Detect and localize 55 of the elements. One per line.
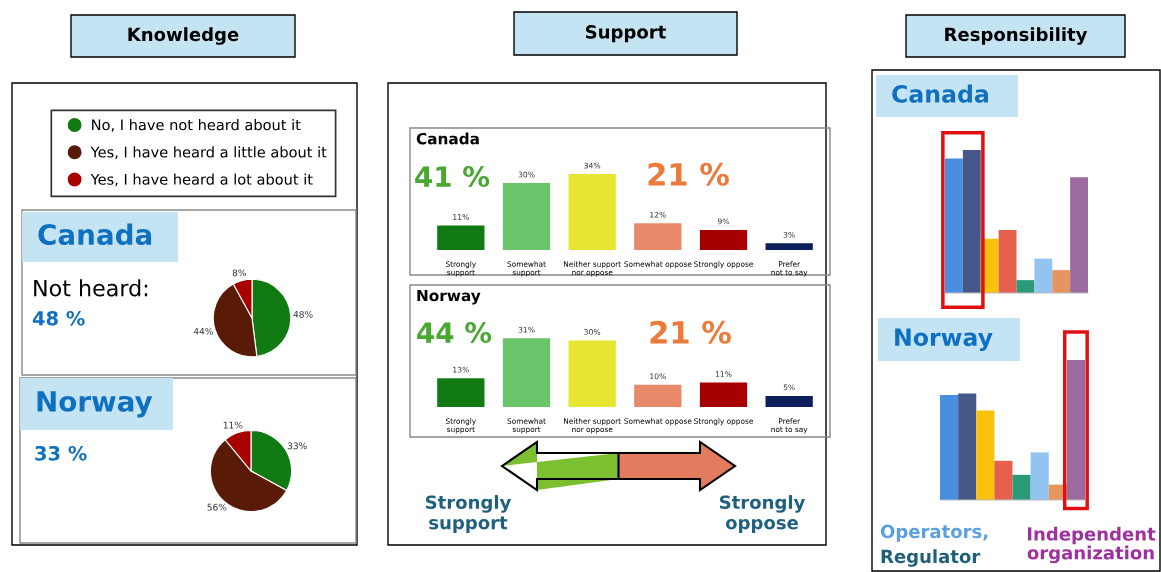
text: Not heard: (34, 279, 148, 297)
data-label: 11% (223, 421, 243, 429)
bar (699, 382, 748, 407)
chart-title: Canada (416, 132, 479, 145)
annotation: 21 % (650, 320, 731, 344)
chart-title: Canada (892, 84, 988, 103)
data-label: 44% (193, 327, 213, 335)
chart-title: Norway (37, 391, 153, 418)
bar (945, 158, 963, 293)
bar (765, 395, 813, 407)
bar (1070, 177, 1088, 293)
text: Strongly support (425, 495, 512, 533)
bar (437, 378, 485, 407)
legend-label: Yes, I have heard a lot about it (90, 173, 313, 187)
bar (1052, 270, 1071, 293)
annotation: 44 % (417, 322, 492, 344)
text: Regulator (881, 549, 981, 567)
bar (502, 338, 551, 407)
data-label: 8% (232, 269, 246, 277)
bar (994, 460, 1013, 500)
text: 48 % (32, 310, 85, 326)
bar (437, 225, 485, 250)
bar (634, 223, 682, 250)
bar (634, 384, 682, 407)
text: Knowledge (128, 27, 239, 45)
text: Strongly oppose (719, 495, 806, 533)
bar (765, 243, 813, 250)
bar (958, 393, 977, 500)
bar (962, 150, 981, 293)
chart-title: Norway (417, 289, 481, 305)
legend-label: Yes, I have heard a little about it (90, 146, 327, 160)
bar (699, 229, 748, 250)
text: Operators, (880, 524, 988, 542)
bar (1034, 258, 1053, 293)
bar (940, 395, 959, 500)
text: Independent organization (1027, 526, 1156, 564)
chart-title: Norway (895, 328, 993, 351)
text: Support (585, 25, 666, 43)
annotation: 41 % (415, 166, 490, 188)
bar (1012, 474, 1031, 500)
annotation: 21 % (648, 162, 729, 186)
legend-label: No, I have not heard about it (92, 119, 301, 132)
bar (568, 174, 616, 250)
text: 33 % (35, 445, 87, 461)
bar (1030, 452, 1049, 500)
text: Responsibility (945, 27, 1088, 45)
data-label: 48% (293, 310, 313, 318)
data-label: 56% (207, 503, 227, 511)
text: Canada (38, 223, 152, 246)
bar (998, 230, 1017, 293)
bar (1066, 360, 1085, 500)
bar (568, 340, 616, 407)
data-label: 33% (287, 442, 307, 450)
bar (976, 410, 995, 500)
bar (502, 183, 551, 250)
